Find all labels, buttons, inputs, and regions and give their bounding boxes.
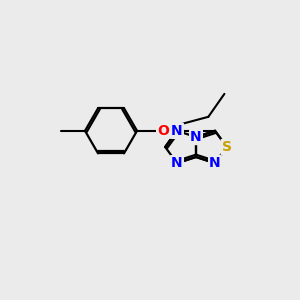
Text: N: N: [171, 156, 183, 170]
Text: N: N: [209, 156, 221, 170]
Text: N: N: [171, 124, 183, 138]
Text: N: N: [171, 156, 183, 170]
Text: S: S: [222, 140, 232, 154]
Text: N: N: [190, 130, 202, 144]
Text: S: S: [222, 140, 232, 154]
Text: O: O: [157, 124, 169, 138]
Text: N: N: [171, 124, 183, 138]
Text: N: N: [209, 156, 221, 170]
Text: N: N: [190, 130, 202, 144]
